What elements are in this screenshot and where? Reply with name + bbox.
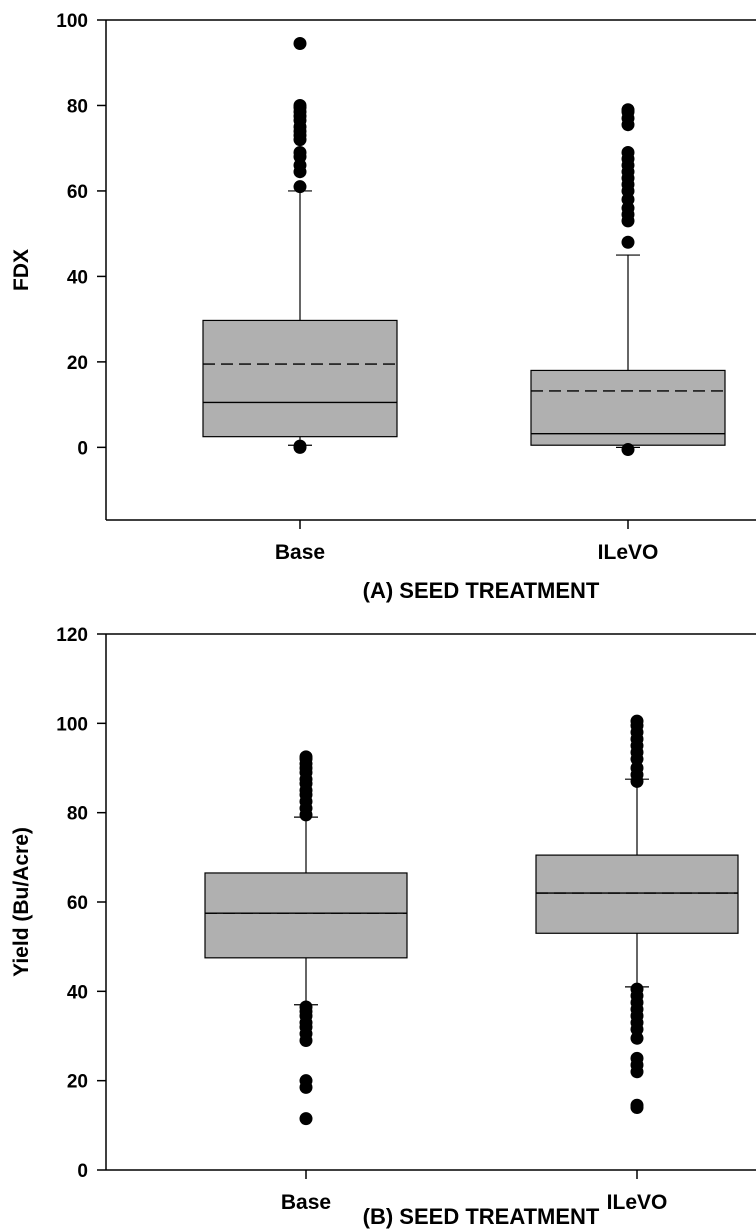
y-tick-label: 40 [67, 267, 88, 288]
outlier-point [299, 1112, 313, 1126]
y-tick-label: 60 [67, 893, 88, 914]
y-axis-label: Yield (Bu/Acre) [10, 827, 33, 977]
outlier-point [299, 750, 313, 764]
box-ilevo [530, 369, 726, 446]
y-axis-label: FDX [10, 249, 33, 291]
outlier-point [630, 982, 644, 996]
y-tick-label: 80 [67, 96, 88, 117]
outlier-point [293, 37, 307, 51]
x-category-label: Base [281, 1191, 331, 1214]
outlier-point [630, 1051, 644, 1065]
y-tick-label: 20 [67, 353, 88, 374]
outlier-point [293, 180, 307, 194]
y-tick-label: 100 [56, 714, 88, 735]
chart-panel-b: 0 20 40 60 80 100 120 Yield (Bu/Acre) Base ILeVO (… [10, 625, 756, 1229]
y-tick-label: 120 [56, 625, 88, 646]
y-tick-label: 80 [67, 804, 88, 825]
outlier-point [293, 439, 307, 453]
outlier-point [630, 1098, 644, 1112]
outlier-point [621, 442, 635, 456]
y-tick-label: 20 [67, 1072, 88, 1093]
x-category-label: ILeVO [607, 1191, 668, 1214]
outlier-point [299, 1000, 313, 1014]
outlier-point [630, 761, 644, 775]
outlier-point [293, 98, 307, 112]
outlier-point [630, 1031, 644, 1045]
x-axis-label: (A) SEED TREATMENT [363, 578, 600, 603]
y-tick-label: 60 [67, 182, 88, 203]
y-tick-label: 0 [77, 438, 88, 459]
x-axis-label: (B) SEED TREATMENT [363, 1204, 600, 1229]
y-tick-label: 100 [56, 11, 88, 32]
outlier-point [299, 1074, 313, 1088]
box-ilevo [535, 854, 739, 934]
chart-panel-a: 0 20 40 60 80 100 FDX Base ILeVO (A) SEED TREATME… [10, 11, 756, 603]
box-base [204, 872, 408, 959]
box-base [202, 319, 398, 438]
x-category-label: Base [275, 541, 325, 564]
x-category-label: ILeVO [598, 541, 659, 564]
outlier-point [630, 714, 644, 728]
outlier-point [293, 145, 307, 159]
outlier-point [621, 103, 635, 117]
y-tick-label: 40 [67, 982, 88, 1003]
outlier-point [621, 145, 635, 159]
y-tick-label: 0 [77, 1161, 88, 1182]
outlier-point [621, 235, 635, 249]
